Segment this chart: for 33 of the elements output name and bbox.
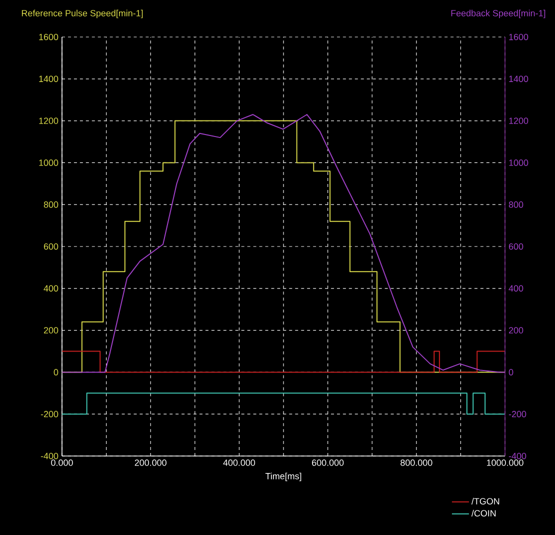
y-tick-label: 1200 bbox=[39, 118, 58, 124]
y-tick-label: 1000 bbox=[39, 160, 58, 166]
y-tick-label: 0 bbox=[54, 369, 58, 376]
y-tick-label: 400 bbox=[44, 285, 58, 292]
x-axis-title: Time[ms] bbox=[265, 472, 302, 482]
y2-tick-label: -400 bbox=[508, 452, 526, 460]
y2-tick-label: 600 bbox=[508, 243, 524, 250]
y2-tick-label: 1600 bbox=[509, 34, 528, 40]
y-tick-label: 1600 bbox=[39, 34, 58, 40]
x-tick-label: 600.000 bbox=[312, 460, 344, 466]
x-tick-label: 200.000 bbox=[134, 460, 166, 466]
y-tick-label: -400 bbox=[40, 452, 58, 460]
y2-tick-label: 800 bbox=[508, 201, 524, 208]
y-tick-label: 200 bbox=[44, 327, 58, 334]
y-tick-label: 800 bbox=[44, 201, 58, 208]
y-axis-title: Reference Pulse Speed[min-1] bbox=[22, 10, 143, 18]
y-tick-label: -200 bbox=[40, 410, 58, 418]
y2-tick-label: 400 bbox=[508, 285, 524, 292]
x-tick-label: 400.000 bbox=[223, 460, 256, 466]
y2-axis-title: Feedback Speed[min-1] bbox=[451, 10, 546, 18]
legend-label: /COIN bbox=[471, 510, 496, 516]
x-tick-label: 800.000 bbox=[400, 460, 432, 466]
y2-tick-label: 0 bbox=[508, 369, 514, 376]
y2-tick-label: 200 bbox=[508, 327, 524, 334]
x-tick-label: 0.000 bbox=[51, 460, 73, 466]
legend-label: /TGON bbox=[471, 498, 500, 504]
y2-tick-label: 1000 bbox=[509, 160, 528, 166]
y2-tick-label: 1400 bbox=[509, 76, 528, 82]
y2-tick-label: -200 bbox=[508, 410, 526, 418]
y-tick-label: 1400 bbox=[39, 76, 58, 82]
y-tick-label: 600 bbox=[44, 243, 58, 250]
y2-tick-label: 1200 bbox=[509, 118, 528, 124]
x-tick-label: 1000.000 bbox=[486, 460, 524, 466]
